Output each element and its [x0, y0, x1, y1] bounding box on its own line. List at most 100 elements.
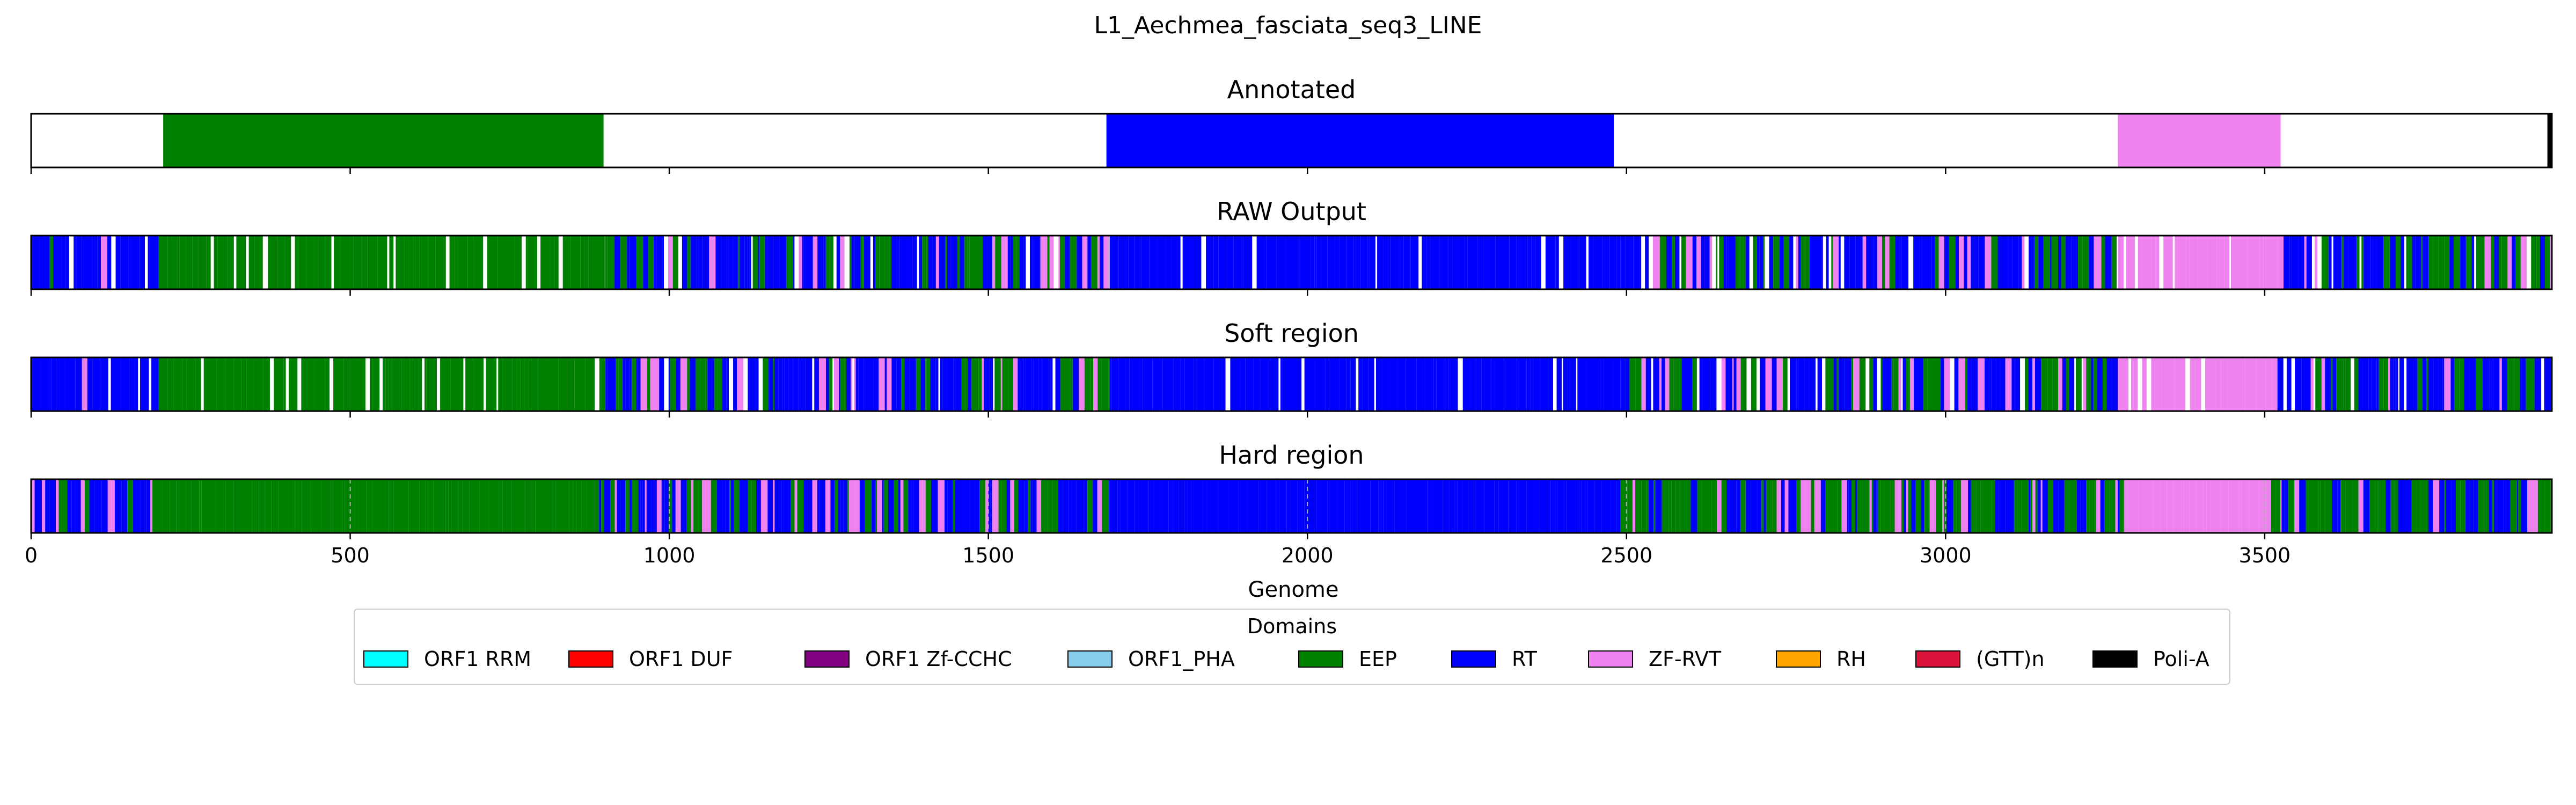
domain-segment	[1839, 236, 1841, 289]
domain-segment	[408, 479, 420, 533]
domain-segment	[1256, 236, 1267, 289]
domain-segment	[1832, 236, 1839, 289]
domain-segment	[1721, 357, 1726, 411]
domain-segment	[840, 479, 844, 533]
domain-segment	[120, 236, 129, 289]
domain-segment	[1535, 236, 1541, 289]
legend-entry: RH	[1776, 647, 1866, 671]
domain-segment	[955, 357, 962, 411]
domain-segment	[1815, 236, 1821, 289]
domain-segment	[2130, 479, 2133, 533]
domain-segment	[385, 357, 389, 411]
legend-entry: ORF1 RRM	[363, 647, 531, 671]
domain-segment	[298, 479, 302, 533]
domain-segment	[643, 236, 649, 289]
domain-segment	[982, 357, 984, 411]
domain-segment	[241, 357, 247, 411]
domain-segment	[604, 357, 606, 411]
domain-segment	[1316, 479, 1321, 533]
domain-segment	[1978, 236, 1985, 289]
domain-segment	[825, 479, 829, 533]
domain-segment	[360, 357, 366, 411]
domain-segment	[167, 357, 174, 411]
domain-segment	[1602, 236, 1610, 289]
domain-segment	[259, 479, 265, 533]
domain-segment	[1989, 357, 1992, 411]
domain-segment	[1965, 357, 1967, 411]
x-axis-label: Genome	[1248, 577, 1338, 602]
domain-segment	[207, 357, 217, 411]
domain-segment	[1869, 357, 1874, 411]
domain-segment	[419, 236, 422, 289]
legend-swatch	[1915, 650, 1960, 668]
domain-segment	[1763, 479, 1766, 533]
domain-segment	[868, 357, 874, 411]
domain-segment	[524, 357, 529, 411]
domain-segment	[1111, 357, 1118, 411]
domain-segment	[2184, 479, 2190, 533]
legend-swatch	[1588, 650, 1633, 668]
domain-segment	[49, 479, 56, 533]
domain-segment	[1260, 357, 1270, 411]
domain-segment	[1776, 479, 1780, 533]
domain-segment	[1589, 236, 1593, 289]
domain-segment	[1646, 479, 1649, 533]
domain-segment	[158, 357, 168, 411]
domain-segment	[2428, 357, 2434, 411]
domain-segment	[1784, 479, 1789, 533]
domain-segment	[167, 236, 178, 289]
domain-segment	[277, 236, 285, 289]
domain-segment	[920, 236, 923, 289]
domain-segment	[1645, 236, 1649, 289]
domain-segment	[2514, 357, 2520, 411]
domain-segment	[1876, 479, 1878, 533]
domain-segment	[1162, 479, 1169, 533]
domain-segment	[2011, 357, 2015, 411]
domain-segment	[1001, 479, 1007, 533]
domain-segment	[1008, 357, 1014, 411]
domain-segment	[1304, 479, 1309, 533]
domain-segment	[2337, 479, 2341, 533]
domain-segment	[2151, 357, 2162, 411]
domain-segment	[186, 357, 196, 411]
domain-segment	[141, 479, 144, 533]
domain-segment	[1779, 479, 1781, 533]
domain-segment	[1378, 479, 1381, 533]
domain-segment	[1855, 479, 1857, 533]
domain-segment	[1311, 236, 1315, 289]
domain-segment	[2426, 357, 2428, 411]
domain-segment	[1931, 236, 1935, 289]
domain-segment	[646, 479, 652, 533]
domain-segment	[535, 479, 543, 533]
domain-segment	[2510, 479, 2517, 533]
domain-segment	[1516, 479, 1527, 533]
domain-segment	[441, 236, 446, 289]
domain-segment	[2093, 357, 2097, 411]
domain-segment	[1517, 357, 1527, 411]
domain-segment	[31, 479, 35, 533]
domain-segment	[605, 357, 608, 411]
track-segments	[31, 236, 2552, 289]
domain-segment	[1335, 236, 1340, 289]
domain-segment	[2469, 357, 2476, 411]
domain-segment	[638, 479, 641, 533]
domain-segment	[2321, 357, 2325, 411]
domain-segment	[848, 479, 855, 533]
domain-segment	[904, 357, 910, 411]
domain-segment	[752, 236, 758, 289]
domain-segment	[1548, 357, 1554, 411]
domain-segment	[1825, 357, 1829, 411]
domain-segment	[987, 236, 992, 289]
domain-segment	[1309, 479, 1314, 533]
domain-segment	[779, 236, 786, 289]
domain-segment	[629, 479, 632, 533]
domain-segment	[739, 479, 747, 533]
domain-segment	[1064, 357, 1071, 411]
domain-segment	[80, 479, 85, 533]
domain-segment	[267, 357, 270, 411]
track-segments	[163, 114, 2552, 167]
domain-segment	[740, 357, 744, 411]
domain-segment	[525, 236, 528, 289]
domain-segment	[2394, 479, 2398, 533]
domain-segment	[75, 357, 82, 411]
